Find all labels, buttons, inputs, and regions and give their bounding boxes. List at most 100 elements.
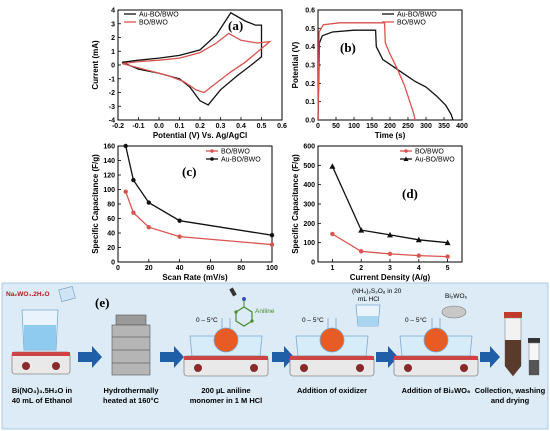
data-point bbox=[123, 189, 128, 194]
data-point bbox=[131, 177, 136, 183]
panel-a-cv-plot: -0.2 -0.1 0.0 0.1 0.2 0.3 0.4 0.5 0.6 -4 -3 -2 -1 0 1 2… bbox=[91, 8, 287, 141]
x-tick-label: 0.4 bbox=[236, 123, 246, 130]
y-tick-label: -3 bbox=[109, 104, 115, 111]
round-flask-icon bbox=[213, 327, 239, 353]
y-axis-label: Specific Capacitance (F/g) bbox=[291, 154, 300, 254]
y-tick-label: 0.3 bbox=[305, 63, 315, 70]
panel-label-e: (e) bbox=[95, 295, 109, 310]
hotplate-knob-icon bbox=[404, 364, 412, 372]
y-tick-label: 160 bbox=[103, 144, 115, 151]
x-axis-label: Time (s) bbox=[375, 131, 406, 140]
y-tick-label: 60 bbox=[107, 216, 115, 223]
x-tick-label: 150 bbox=[366, 123, 378, 130]
y-tick-label: -4 bbox=[109, 118, 115, 125]
x-tick-label: 0 bbox=[116, 265, 120, 272]
hotplate-knob-icon bbox=[460, 364, 468, 372]
x-tick-label: 100 bbox=[266, 265, 278, 272]
legend-label: Au-BO/BWO bbox=[415, 157, 455, 164]
y-tick-label: -1 bbox=[109, 76, 115, 83]
legend-marker bbox=[210, 157, 214, 161]
tube-cap-icon bbox=[504, 312, 522, 318]
x-tick-label: 0.3 bbox=[216, 123, 226, 130]
data-point bbox=[416, 253, 421, 258]
aniline-molecule-icon bbox=[234, 297, 254, 327]
data-point bbox=[358, 227, 365, 233]
reagent-bottle-icon bbox=[58, 286, 76, 302]
y-tick-label: 600 bbox=[303, 144, 315, 151]
y-axis-label: Current (mA) bbox=[91, 40, 100, 90]
hotplate-knob-icon bbox=[194, 364, 202, 372]
y-tick-label: 0.0 bbox=[305, 118, 315, 125]
step6-label-line1: Collection, washing bbox=[475, 386, 546, 395]
syringe-icon bbox=[229, 287, 237, 297]
legend-label: BO/BWO bbox=[139, 20, 168, 27]
legend-marker bbox=[403, 156, 409, 161]
y-tick-label: 200 bbox=[303, 221, 315, 228]
panel-label: (c) bbox=[182, 164, 196, 179]
data-point bbox=[387, 251, 393, 257]
legend-label: BO/BWO bbox=[397, 20, 426, 27]
series-line-2 bbox=[331, 166, 448, 244]
panel-c-scan-rate-plot: 0 20 40 60 80 100 0 20 40 60 80 100 120 140 160 Scan Ra… bbox=[91, 144, 278, 283]
x-tick-label: -0.1 bbox=[132, 123, 144, 130]
temp-label: 0 – 5°C bbox=[302, 316, 324, 324]
arrow-icon bbox=[160, 346, 184, 368]
data-point bbox=[131, 210, 136, 215]
y-tick-label: 1 bbox=[111, 49, 115, 56]
round-flask-icon bbox=[319, 327, 345, 353]
panel-label: (a) bbox=[228, 18, 243, 33]
x-tick-label: 300 bbox=[420, 123, 432, 130]
data-point bbox=[269, 242, 275, 247]
oxidizer-reagent-line2: mL HCl bbox=[358, 296, 380, 303]
y-tick-label: 400 bbox=[303, 182, 315, 189]
y-tick-label: 120 bbox=[103, 173, 115, 180]
y-tick-label: 80 bbox=[107, 202, 115, 209]
y-tick-label: 0.2 bbox=[305, 81, 315, 88]
y-tick-label: 20 bbox=[107, 245, 115, 252]
temp-label: 0 – 5°C bbox=[196, 316, 218, 324]
data-point bbox=[359, 249, 364, 254]
x-tick-label: 100 bbox=[348, 123, 360, 130]
x-tick-label: 0.6 bbox=[277, 123, 287, 130]
synthesis-scheme: (e) Na₂WO₄.2H₂O Bi(NO₃)₃.5H₂O in 40 mL o… bbox=[1, 282, 549, 430]
step1-label-line2: 40 mL of Ethanol bbox=[12, 396, 72, 405]
legend-label: BO/BWO bbox=[415, 149, 444, 156]
data-point bbox=[123, 143, 128, 149]
y-tick-label: 300 bbox=[303, 202, 315, 209]
reagent-top-label: Na₂WO₄.2H₂O bbox=[6, 291, 50, 298]
x-axis-label: Potential (V) Vs. Ag/AgCl bbox=[153, 131, 247, 140]
arrow-icon bbox=[78, 346, 102, 368]
step5-bi2wo6-addition: 0 – 5°C Bi₂WO₆ Addition of Bi₂WO₆ bbox=[393, 293, 479, 395]
y-tick-label: 0.4 bbox=[305, 44, 315, 51]
data-point bbox=[177, 234, 182, 239]
hotplate-knob-icon bbox=[22, 362, 30, 370]
y-tick-label: 0 bbox=[111, 260, 115, 267]
hotplate-knob-icon bbox=[52, 362, 60, 370]
beaker-liquid bbox=[24, 325, 56, 350]
x-tick-label: 3 bbox=[388, 265, 392, 272]
hotplate-knob-icon bbox=[356, 364, 364, 372]
y-axis-label: Specific Capacitance (F/g) bbox=[91, 154, 100, 254]
x-tick-label: 40 bbox=[176, 265, 184, 272]
data-point bbox=[330, 231, 335, 237]
y-tick-label: 2 bbox=[111, 35, 115, 42]
step6-collection: Collection, washing and drying bbox=[475, 312, 546, 405]
x-tick-label: 4 bbox=[417, 265, 421, 272]
x-tick-label: 50 bbox=[332, 123, 340, 130]
legend-label: BO/BWO bbox=[221, 149, 250, 156]
series-line-1 bbox=[317, 29, 454, 121]
y-tick-label: 100 bbox=[303, 240, 315, 247]
data-point bbox=[445, 254, 450, 259]
step3-label-line1: 200 µL aniline bbox=[201, 386, 250, 395]
step2-autoclave: Hydrothermally heated at 160°C bbox=[103, 314, 160, 405]
x-tick-label: -0.2 bbox=[112, 123, 124, 130]
x-tick-label: 200 bbox=[384, 123, 396, 130]
x-tick-label: 60 bbox=[207, 265, 215, 272]
step1-hotplate-beaker: Na₂WO₄.2H₂O Bi(NO₃)₃.5H₂O in 40 mL of Et… bbox=[6, 286, 76, 405]
x-axis-label: Current Density (A/g) bbox=[350, 273, 431, 282]
y-tick-label: 0.5 bbox=[305, 26, 315, 33]
aniline-label: Aniline bbox=[255, 308, 275, 315]
panel-label: (b) bbox=[340, 40, 356, 55]
step3-flask-ice-bath: 0 – 5°C Aniline 200 µL aniline monomer i… bbox=[183, 287, 275, 405]
